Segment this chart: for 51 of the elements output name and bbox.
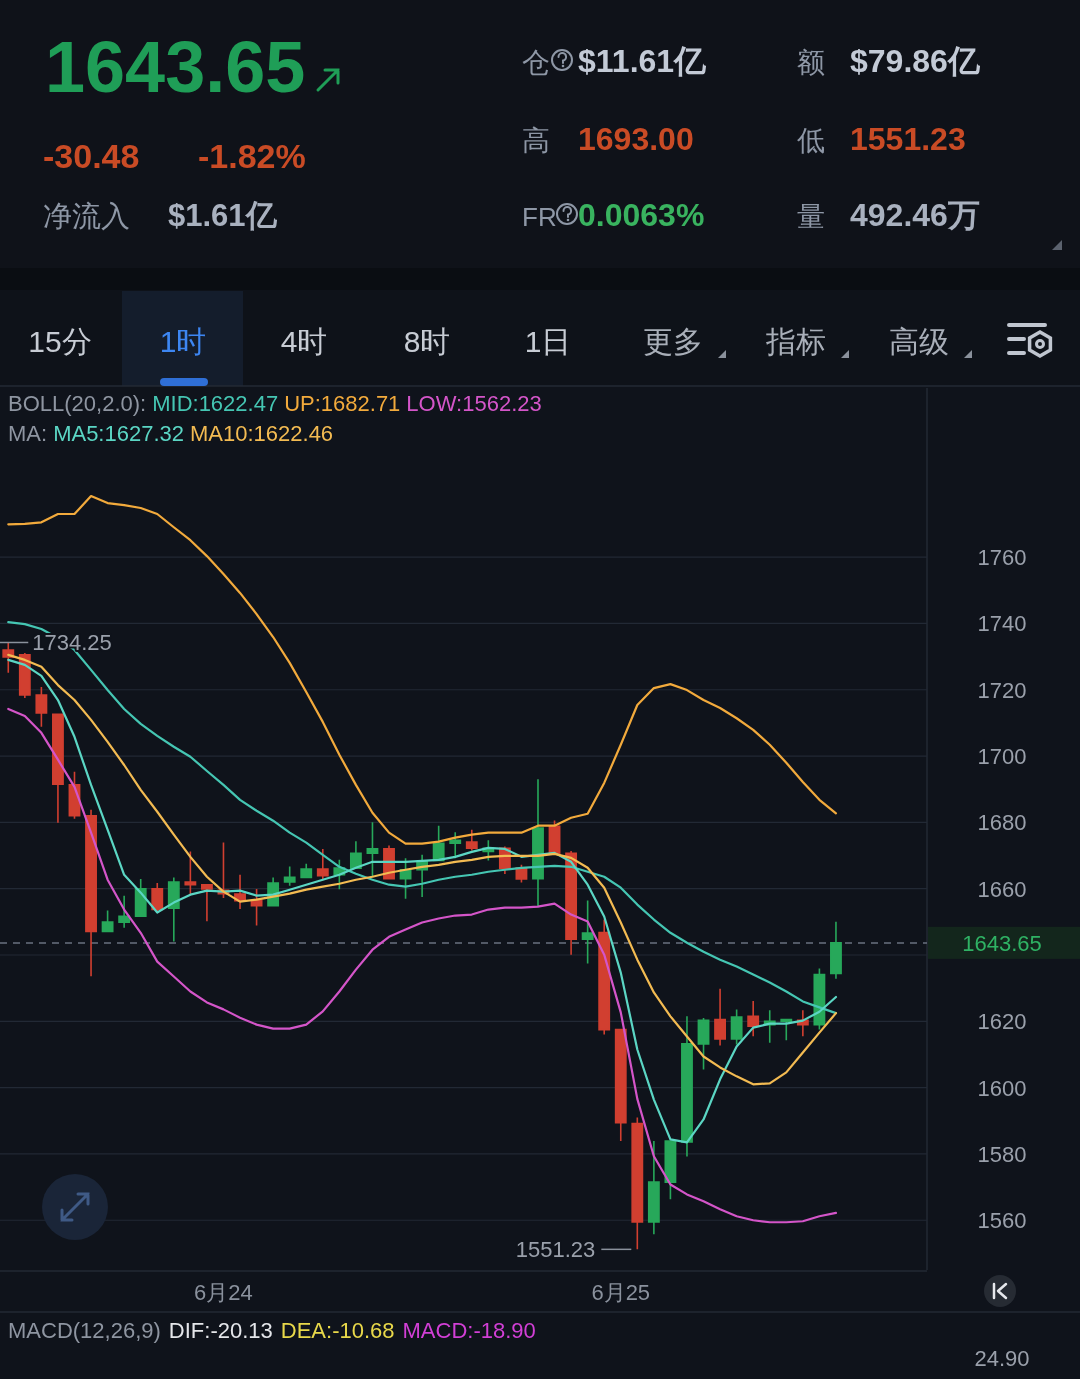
annotation: FR	[522, 202, 557, 232]
annotation: 0.0063%	[578, 197, 705, 233]
y-tick-label: 1760	[977, 545, 1027, 571]
annotation: 1551.23	[850, 121, 966, 157]
x-tick-label: 6月25	[591, 1280, 651, 1305]
annotation: $79.86亿	[850, 43, 980, 79]
macd-text: MACD(12,26,9)	[8, 1318, 161, 1343]
annotation: 1643.65	[45, 27, 306, 107]
annotation: 1693.00	[578, 121, 694, 157]
annotation: 4时	[280, 325, 328, 358]
legend-item: MA5:1627.32	[53, 421, 184, 446]
y-tick-label: 1680	[977, 810, 1027, 836]
y-tick-label: 1580	[977, 1141, 1027, 1167]
y-tick-label: 1620	[977, 1009, 1027, 1035]
annotation: 15分	[28, 325, 92, 358]
note: 1551.23	[515, 1237, 596, 1263]
annotation: 指标	[766, 325, 826, 358]
annotation: 高	[522, 125, 550, 156]
annotation: 1日	[524, 325, 572, 358]
legend-item: MID:1622.47	[152, 391, 279, 416]
annotation: $1.61亿	[168, 198, 277, 233]
annotation: 1时	[159, 325, 207, 358]
y-tick-label: 1660	[977, 876, 1027, 902]
legend-prefix: MA:	[8, 421, 48, 446]
macd-text: DEA:-10.68	[280, 1318, 395, 1343]
price-tag-label: 1643.65	[962, 930, 1042, 956]
annotation: -30.48	[43, 137, 140, 175]
legend-item: MA10:1622.46	[190, 421, 334, 446]
y-tick-label: 1560	[977, 1208, 1027, 1234]
annotation: 仓	[522, 47, 550, 78]
annotation: 净流入	[43, 200, 130, 232]
legend-item: UP:1682.71	[284, 391, 401, 416]
annotation: -1.82%	[198, 137, 306, 175]
y-tick-label: 1720	[977, 677, 1027, 703]
annotation: $11.61亿	[578, 43, 707, 79]
y-tick-label: 1700	[977, 744, 1027, 770]
annotation: 额	[797, 47, 825, 78]
y-tick-label: 1600	[977, 1075, 1027, 1101]
macd-text: DIF:-20.13	[168, 1318, 273, 1343]
y-tick-label: 1740	[977, 611, 1027, 637]
legend-prefix: BOLL(20,2.0):	[8, 391, 147, 416]
annotation: 492.46万	[850, 197, 980, 233]
x-tick-label: 6月24	[194, 1280, 253, 1305]
annotation: 低	[797, 125, 825, 156]
macd-text: MACD:-18.90	[402, 1318, 536, 1343]
annotation: 量	[797, 201, 825, 232]
annotation: 24.90	[974, 1346, 1030, 1371]
annotation: 8时	[403, 325, 451, 358]
legend-item: LOW:1562.23	[406, 391, 542, 416]
annotation: 更多	[643, 325, 703, 358]
annotation: 高级	[889, 325, 949, 358]
